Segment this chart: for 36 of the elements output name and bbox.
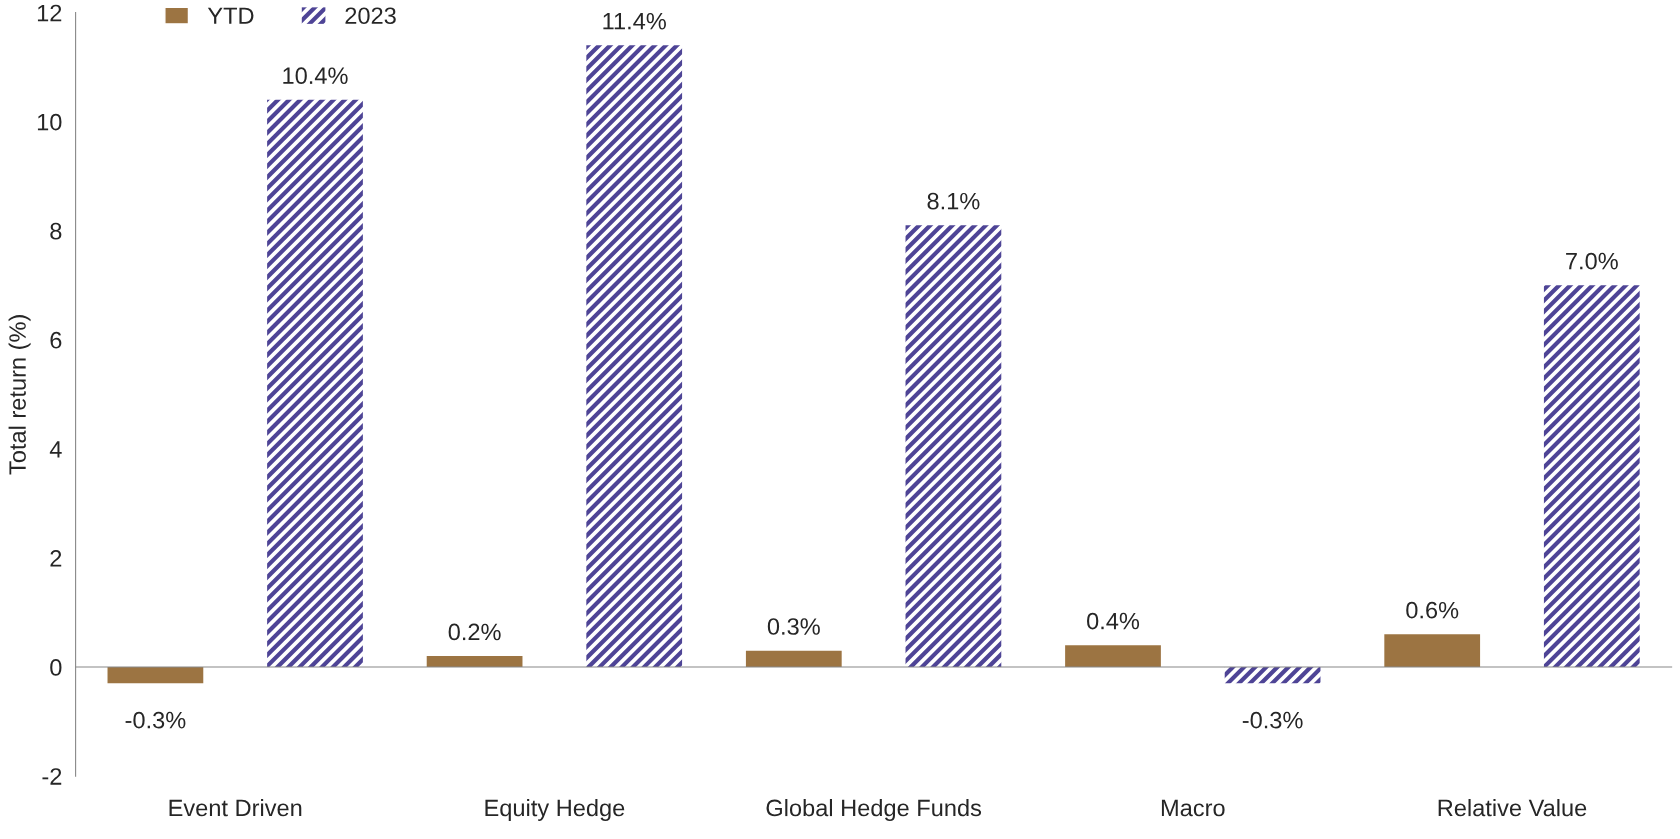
bar [745, 650, 842, 667]
y-tick-label: 12 [37, 4, 62, 22]
y-tick-label: -2 [42, 768, 62, 785]
x-tick-label: Macro [1161, 799, 1225, 817]
y-tick-label: 10 [37, 113, 62, 131]
data-label: 0.2% [448, 623, 501, 641]
data-label: 11.4% [603, 12, 666, 30]
y-tick-label: 4 [49, 441, 62, 458]
bar [1384, 634, 1481, 667]
bar [586, 45, 683, 667]
data-label: -0.3% [1242, 711, 1303, 729]
data-label: 0.4% [1087, 612, 1140, 630]
data-label: 8.1% [927, 192, 980, 210]
bar [1224, 667, 1321, 684]
bar [905, 225, 1002, 667]
bar [1065, 645, 1161, 667]
legend-label: 2023 [345, 7, 396, 25]
data-label: 10.4% [283, 67, 348, 85]
data-label: 7.0% [1566, 252, 1618, 270]
bar [107, 667, 204, 684]
x-tick-label: Relative Value [1438, 798, 1587, 817]
x-tick-label: Global Hedge Funds [766, 798, 982, 821]
y-axis-title: Total return (%) [8, 315, 31, 475]
bar [426, 656, 523, 667]
x-tick-label: Event Driven [169, 798, 302, 817]
y-tick-label: 6 [50, 331, 62, 349]
bar [1543, 285, 1640, 667]
data-label: -0.3% [125, 711, 186, 729]
x-tick-label: Equity Hedge [485, 798, 625, 821]
y-tick-label: 2 [50, 550, 62, 567]
bar [267, 99, 363, 667]
y-tick-label: 0 [50, 659, 62, 676]
data-label: 0.6% [1406, 601, 1459, 619]
data-label: 0.3% [767, 618, 820, 635]
y-tick-label: 8 [50, 222, 62, 240]
legend-label: YTD [207, 7, 254, 24]
